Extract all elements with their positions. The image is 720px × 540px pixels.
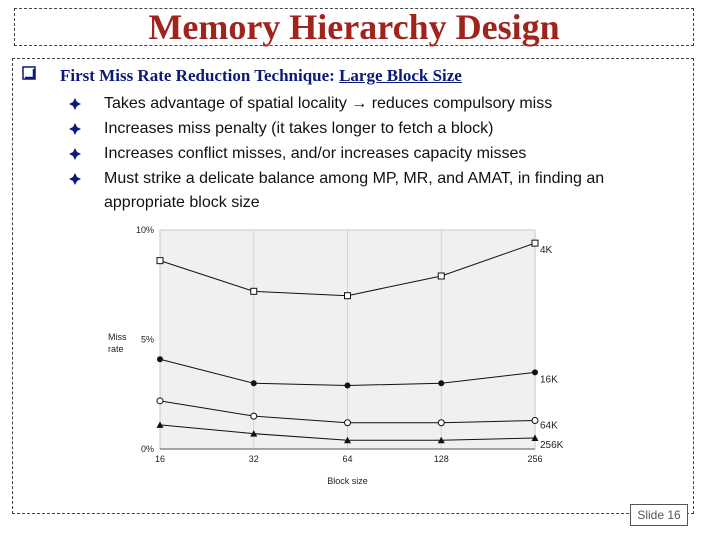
- bullet-item: Increases miss penalty (it takes longer …: [68, 117, 688, 141]
- bullet-text: Takes advantage of spatial locality → re…: [104, 95, 553, 112]
- heading-underlined: Large Block Size: [339, 66, 462, 85]
- diamond-bullet-icon: [69, 148, 81, 160]
- bullet-text: Must strike a delicate balance among MP,…: [104, 170, 605, 211]
- bullet-item: Takes advantage of spatial locality → re…: [68, 92, 688, 116]
- title-box: Memory Hierarchy Design: [14, 7, 694, 47]
- diamond-bullet-icon: [69, 98, 81, 110]
- heading-text: First Miss Rate Reduction Technique:: [60, 66, 335, 85]
- bullet-item: Must strike a delicate balance among MP,…: [68, 167, 688, 215]
- diamond-bullet-icon: [69, 123, 81, 135]
- section-heading: First Miss Rate Reduction Technique: Lar…: [60, 66, 462, 86]
- bullet-text: Increases conflict misses, and/or increa…: [104, 145, 527, 162]
- bullet-text: Increases miss penalty (it takes longer …: [104, 120, 494, 137]
- slide-number: Slide 16: [630, 504, 688, 526]
- diamond-bullet-icon: [69, 173, 81, 185]
- bullet-item: Increases conflict misses, and/or increa…: [68, 142, 688, 166]
- slide-title: Memory Hierarchy Design: [148, 7, 560, 47]
- square-bullet-icon: [22, 66, 36, 80]
- content-frame: [12, 58, 694, 514]
